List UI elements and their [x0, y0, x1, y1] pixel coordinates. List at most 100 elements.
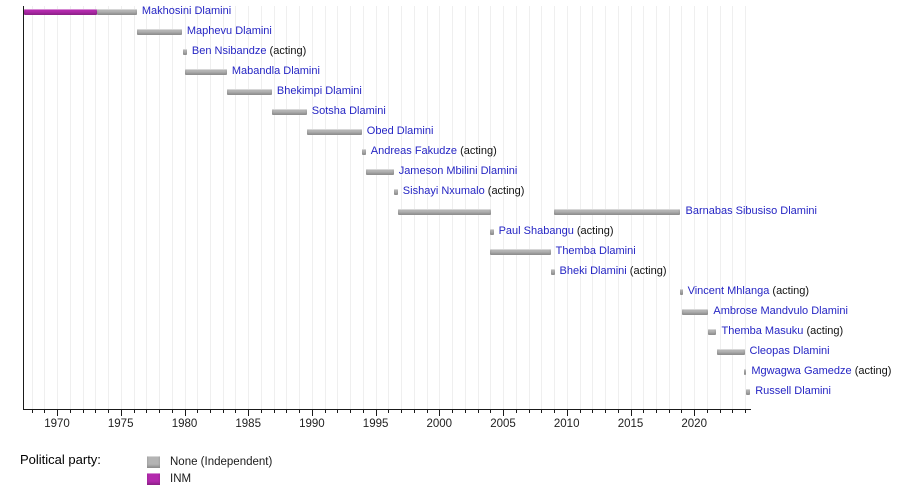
year-gridline	[630, 6, 632, 409]
minor-tick	[171, 410, 173, 413]
term-bar	[397, 209, 491, 215]
pm-name-link[interactable]: Sishayi Nxumalo	[402, 185, 485, 197]
pm-row-label: Maphevu Dlamini	[187, 25, 272, 38]
minor-tick	[299, 410, 301, 413]
pm-name-link[interactable]: Themba Dlamini	[555, 245, 636, 257]
year-gridline	[388, 6, 390, 409]
term-bar	[306, 129, 362, 135]
minor-tick	[69, 410, 71, 413]
pm-name-link[interactable]: Ambrose Mandvulo Dlamini	[713, 305, 848, 317]
tick-label: 1990	[299, 418, 325, 430]
major-tick	[248, 410, 250, 416]
term-bar	[393, 189, 398, 195]
legend-item: INM	[147, 470, 272, 487]
acting-suffix: (acting)	[573, 225, 614, 237]
pm-name-link[interactable]: Maphevu Dlamini	[186, 25, 272, 37]
legend-label: INM	[170, 472, 192, 485]
pm-row-label: Vincent Mhlanga (acting)	[688, 285, 810, 298]
pm-name-link[interactable]: Ben Nsibandze	[191, 45, 267, 57]
minor-tick	[82, 410, 84, 413]
minor-tick	[286, 410, 288, 413]
minor-tick	[541, 410, 543, 413]
major-tick	[184, 410, 186, 416]
year-gridline	[554, 6, 555, 409]
major-tick	[566, 410, 568, 416]
pm-name-link[interactable]: Jameson Mbilini Dlamini	[398, 165, 518, 177]
tick-label: 1985	[235, 418, 261, 430]
pm-name-link[interactable]: Paul Shabangu	[498, 225, 574, 237]
pm-name-link[interactable]: Bhekimpi Dlamini	[276, 85, 362, 97]
minor-tick	[146, 410, 148, 413]
minor-tick	[643, 410, 645, 413]
pm-name-link[interactable]: Makhosini Dlamini	[141, 5, 232, 17]
year-gridline	[57, 6, 58, 409]
pm-name-link[interactable]: Bheki Dlamini	[559, 265, 627, 277]
pm-row-label: Russell Dlamini	[755, 385, 831, 398]
term-bar	[271, 109, 307, 115]
year-gridline	[643, 6, 645, 409]
year-gridline	[362, 6, 364, 409]
major-tick	[57, 410, 58, 416]
pm-name-link[interactable]: Themba Masuku	[721, 325, 804, 337]
term-bar	[97, 9, 137, 15]
pm-row-label: Sotsha Dlamini	[312, 105, 386, 118]
pm-row-label: Jameson Mbilini Dlamini	[399, 165, 518, 178]
year-gridline	[235, 6, 237, 409]
legend-swatch-none	[147, 455, 160, 468]
year-gridline	[668, 6, 670, 409]
year-gridline	[197, 6, 199, 409]
pm-row-label: Themba Masuku (acting)	[722, 325, 844, 338]
year-gridline	[146, 6, 148, 409]
minor-tick	[209, 410, 211, 413]
minor-tick	[579, 410, 581, 413]
pm-name-link[interactable]: Andreas Fakudze	[370, 145, 458, 157]
tick-label: 1975	[107, 418, 134, 430]
major-tick	[120, 410, 122, 416]
major-tick	[311, 410, 313, 416]
tick-label: 1980	[171, 418, 198, 430]
year-gridline	[477, 6, 479, 409]
minor-tick	[159, 410, 160, 413]
year-gridline	[528, 6, 530, 409]
pm-name-link[interactable]: Russell Dlamini	[755, 385, 831, 397]
year-gridline	[541, 6, 543, 409]
year-gridline	[464, 6, 466, 409]
year-gridline	[681, 6, 683, 409]
term-bar	[182, 49, 187, 55]
year-gridline	[311, 6, 313, 409]
year-gridline	[592, 6, 594, 409]
year-gridline	[566, 6, 568, 409]
year-gridline	[605, 6, 606, 409]
minor-tick	[95, 410, 97, 413]
x-axis-line	[23, 409, 751, 410]
year-gridline	[732, 6, 734, 409]
pm-name-link[interactable]: Mgwagwa Gamedze	[751, 365, 852, 377]
minor-tick	[337, 410, 339, 413]
year-gridline	[439, 6, 441, 409]
pm-name-link[interactable]: Vincent Mhlanga	[687, 285, 770, 297]
minor-tick	[745, 410, 747, 413]
minor-tick	[413, 410, 415, 413]
acting-suffix: (acting)	[803, 325, 844, 337]
minor-tick	[668, 410, 670, 413]
pm-row-label: Ambrose Mandvulo Dlamini	[713, 305, 848, 318]
pm-name-link[interactable]: Cleopas Dlamini	[749, 345, 830, 357]
tick-label: 2015	[617, 418, 644, 430]
year-gridline	[515, 6, 517, 409]
minor-tick	[235, 410, 237, 413]
year-gridline	[184, 6, 186, 409]
major-tick	[694, 410, 696, 416]
pm-name-link[interactable]: Mabandla Dlamini	[231, 65, 320, 77]
year-gridline	[299, 6, 301, 409]
pm-name-link[interactable]: Sotsha Dlamini	[311, 105, 386, 117]
year-gridline	[579, 6, 581, 409]
major-tick	[503, 410, 504, 416]
year-gridline	[95, 6, 97, 409]
term-bar	[743, 369, 747, 375]
pm-name-link[interactable]: Obed Dlamini	[366, 125, 434, 137]
term-bar	[708, 329, 717, 335]
major-tick	[439, 410, 441, 416]
pm-name-link[interactable]: Barnabas Sibusiso Dlamini	[685, 205, 817, 217]
y-axis-line	[23, 6, 24, 410]
acting-suffix: (acting)	[769, 285, 810, 297]
